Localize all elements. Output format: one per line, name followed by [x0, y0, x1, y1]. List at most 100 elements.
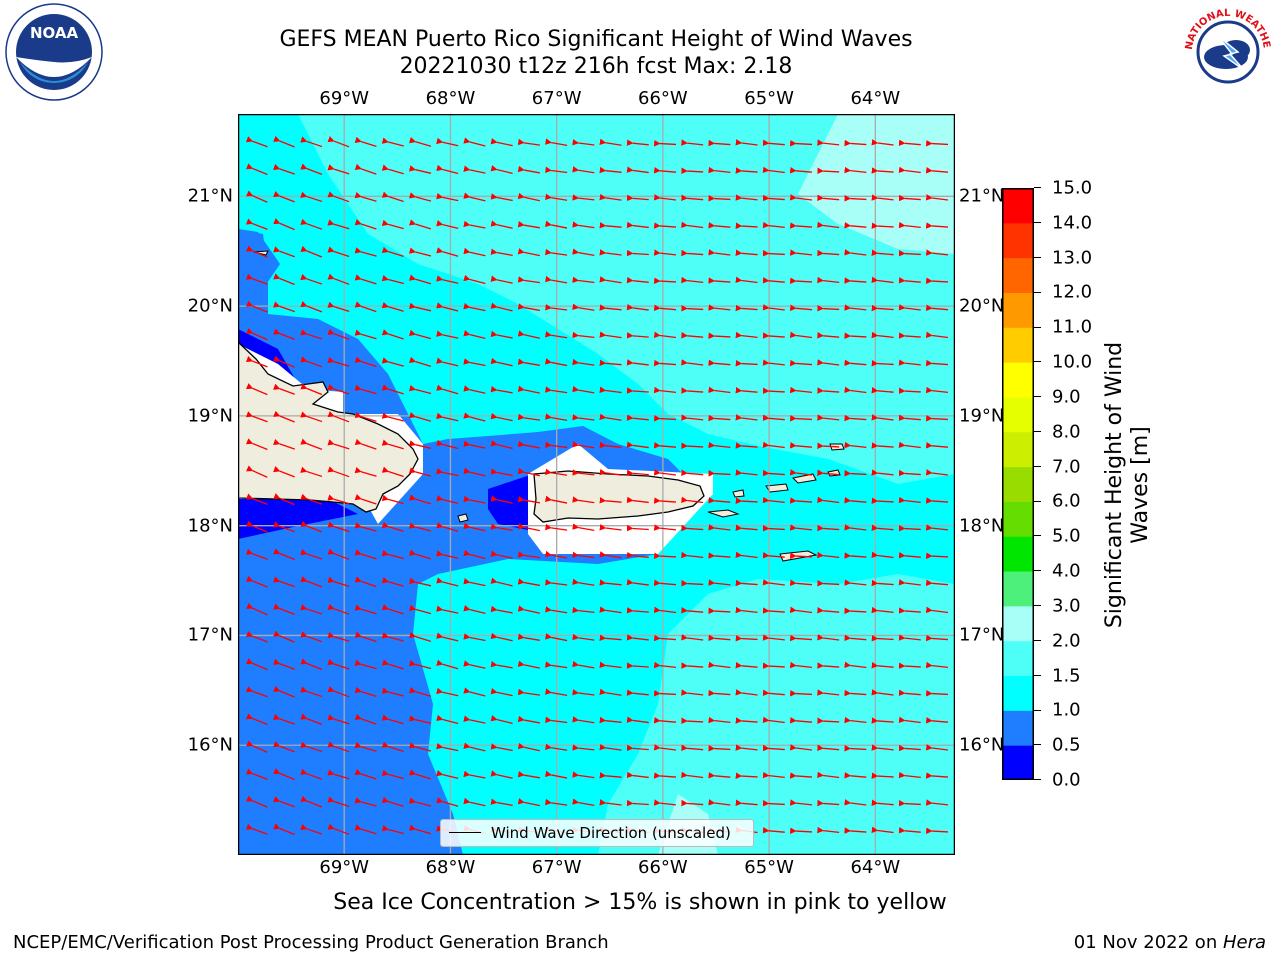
wave-arrow: [354, 301, 377, 313]
wave-arrow: [381, 191, 404, 203]
wave-arrow: [898, 250, 921, 257]
wave-arrow: [354, 247, 377, 257]
wave-arrow: [681, 305, 704, 312]
wave-arrow: [436, 192, 459, 202]
colorbar-level-label: 11.0: [1052, 316, 1093, 338]
wave-arrow: [626, 166, 649, 174]
wave-arrow: [381, 824, 404, 835]
wave-arrow: [436, 220, 459, 230]
wave-arrow: [381, 329, 404, 340]
wave-arrow: [653, 194, 677, 201]
wave-arrow: [898, 304, 921, 311]
island-mona: [457, 513, 469, 523]
wave-arrow: [408, 247, 432, 257]
wave-arrow: [681, 387, 704, 394]
wave-arrow: [300, 136, 323, 148]
wave-arrow: [925, 606, 949, 614]
wave-direction-arrows: [245, 135, 949, 836]
wave-arrow: [599, 249, 622, 256]
wave-arrow: [273, 493, 295, 506]
wave-arrow: [626, 303, 649, 311]
wave-arrow: [599, 359, 622, 367]
wave-arrow: [273, 521, 295, 533]
wave-arrow: [925, 249, 949, 256]
colorbar-level-label: 10.0: [1052, 351, 1093, 373]
wave-arrow: [653, 249, 677, 256]
tick-label: 20°N: [959, 295, 1005, 317]
wave-arrow: [545, 331, 568, 339]
wave-arrow: [789, 497, 813, 504]
wave-arrow: [300, 768, 323, 780]
wave-arrow: [653, 469, 677, 476]
wave-arrow: [354, 576, 377, 588]
wave-arrow: [653, 277, 677, 285]
wave-arrow: [871, 469, 894, 476]
wave-arrow: [245, 273, 268, 285]
colorbar-level-label: 3.0: [1052, 595, 1081, 617]
wave-arrow: [789, 799, 813, 806]
wave-arrow: [273, 301, 295, 313]
wave-arrow: [463, 797, 486, 807]
wave-arrow: [273, 383, 295, 395]
wave-arrow: [708, 249, 731, 256]
wave-arrow: [545, 193, 568, 201]
wave-arrow: [708, 139, 731, 147]
wave-arrow: [898, 771, 921, 779]
tick-label: 18°N: [959, 515, 1005, 537]
wave-arrow: [544, 358, 568, 367]
wave-arrow: [273, 438, 295, 450]
wave-arrow: [681, 139, 704, 146]
wave-arrow: [544, 633, 568, 642]
wave-arrow: [735, 139, 758, 146]
wave-arrow: [327, 439, 350, 450]
wave-arrow: [517, 771, 540, 779]
wave-arrow: [817, 221, 840, 229]
band-2.0-3.0: [798, 114, 955, 254]
wave-arrow: [273, 218, 295, 231]
wave-arrow: [572, 469, 595, 476]
wave-arrow: [354, 713, 377, 725]
wave-arrow: [898, 221, 921, 229]
colorbar-tick: [1034, 326, 1041, 328]
wave-arrow: [517, 303, 540, 312]
wave-arrow: [572, 744, 595, 751]
wave-arrow: [844, 716, 867, 724]
colorbar-level-label: 1.0: [1052, 699, 1081, 721]
wave-arrow: [708, 497, 731, 504]
wave-arrow: [735, 744, 758, 751]
wave-arrow: [273, 713, 295, 725]
wave-arrow: [463, 274, 486, 285]
tick-label: 16°N: [187, 734, 233, 756]
legend: Wind Wave Direction (unscaled): [440, 819, 754, 847]
tick-label: 66°W: [638, 857, 688, 878]
chart-subtitle: 20221030 t12z 216h fcst Max: 2.18: [399, 54, 793, 79]
wave-arrow: [490, 330, 513, 339]
wave-arrow: [273, 630, 295, 643]
wave-arrow: [653, 552, 677, 560]
wave-arrow: [354, 466, 377, 477]
wave-arrow: [789, 524, 813, 531]
wave-arrow: [626, 607, 649, 614]
wave-arrow: [544, 495, 568, 504]
wave-arrow: [300, 631, 323, 643]
wave-arrow: [599, 661, 622, 669]
colorbar-tick: [1034, 187, 1041, 189]
wave-arrow: [762, 166, 785, 174]
wave-arrow: [517, 248, 540, 257]
wave-arrow: [436, 797, 459, 807]
wave-arrow: [708, 195, 731, 202]
wave-arrow: [381, 302, 404, 312]
wave-arrow: [708, 441, 731, 449]
wave-arrow: [898, 800, 921, 807]
wave-arrow: [789, 469, 813, 476]
wave-arrow: [817, 276, 840, 284]
wave-arrow: [789, 304, 813, 312]
noaa-logo-text: NOAA: [30, 24, 79, 42]
wave-arrow: [246, 327, 268, 341]
wave-arrow: [844, 304, 867, 311]
wave-arrow: [925, 304, 949, 312]
wave-arrow: [381, 687, 404, 697]
wave-arrow: [490, 660, 513, 669]
wave-arrow: [599, 524, 622, 531]
wave-arrow: [545, 661, 568, 669]
